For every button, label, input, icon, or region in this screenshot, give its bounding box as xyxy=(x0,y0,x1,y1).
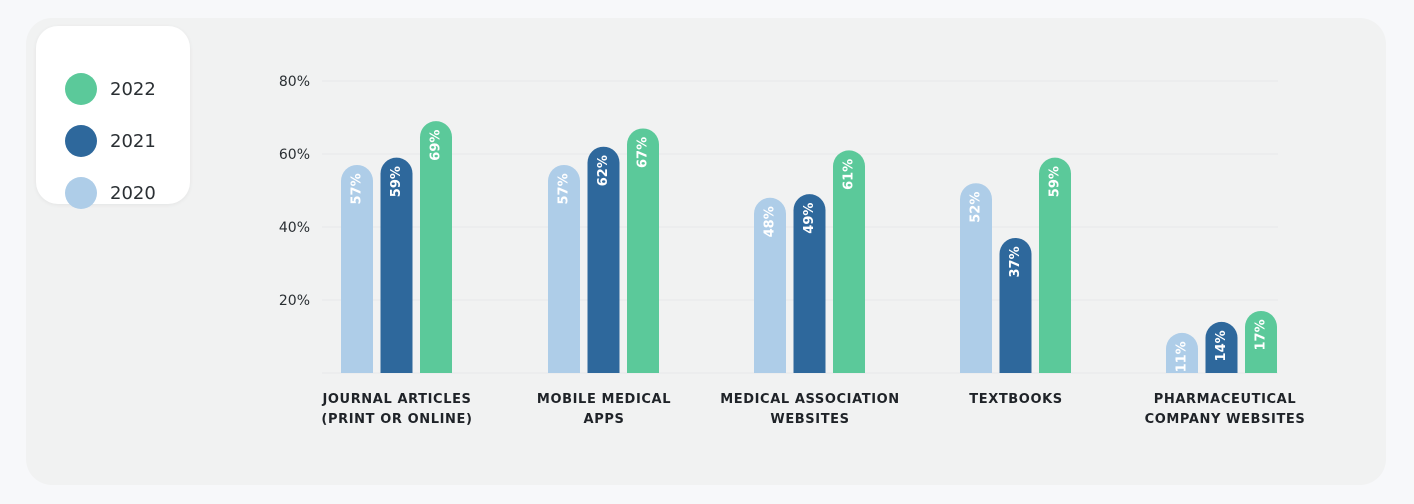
bar-value-label: 59% xyxy=(1048,166,1063,197)
category-label: MOBILE MEDICAL APPS xyxy=(536,392,672,427)
bar-2020 xyxy=(960,183,992,373)
legend-swatch-2020 xyxy=(65,177,97,209)
bar-2020 xyxy=(754,197,786,373)
bar-2021 xyxy=(793,194,826,373)
y-tick-label: 60% xyxy=(279,147,310,163)
legend-item-2022: 2022 xyxy=(65,73,185,105)
legend-label-2022: 2022 xyxy=(110,78,156,100)
bar-2022 xyxy=(1245,310,1277,373)
bar-value-label: 59% xyxy=(389,166,404,197)
bar-2021 xyxy=(999,237,1032,373)
bar-value-label: 67% xyxy=(636,137,651,168)
bar-2020 xyxy=(548,164,580,373)
legend: 2022 2021 2020 xyxy=(36,26,190,209)
bar-2022 xyxy=(420,121,452,373)
bar-value-label: 14% xyxy=(1214,330,1229,361)
bar-value-label: 37% xyxy=(1008,246,1023,277)
legend-label-2020: 2020 xyxy=(110,182,156,204)
y-tick-label: 40% xyxy=(279,220,310,236)
chart-card xyxy=(26,18,1386,485)
y-tick-label: 80% xyxy=(279,74,310,90)
legend-item-2020: 2020 xyxy=(65,177,185,209)
y-tick-label: 20% xyxy=(279,293,310,309)
bar-2020 xyxy=(1166,332,1198,373)
category-label: PHARMACEUTICAL COMPANY WEBSITES xyxy=(1144,392,1306,427)
bar-2021 xyxy=(1205,321,1238,373)
bar-value-label: 52% xyxy=(969,192,984,223)
category-label: TEXTBOOKS xyxy=(969,392,1063,407)
category-label: JOURNAL ARTICLES (PRINT OR ONLINE) xyxy=(321,392,473,427)
bar-value-label: 69% xyxy=(429,130,444,161)
bar-value-label: 61% xyxy=(842,159,857,190)
legend-swatch-2022 xyxy=(65,73,97,105)
bar-value-label: 57% xyxy=(557,173,572,204)
bar-value-label: 17% xyxy=(1254,319,1269,350)
legend-swatch-2021 xyxy=(65,125,97,157)
bar-2022 xyxy=(833,150,865,373)
bar-2022 xyxy=(1039,157,1071,373)
bar-2020 xyxy=(341,164,373,373)
bar-2021 xyxy=(587,146,620,373)
category-label: MEDICAL ASSOCIATION WEBSITES xyxy=(720,392,900,427)
bar-2021 xyxy=(380,157,413,373)
bar-value-label: 57% xyxy=(350,173,365,204)
bar-value-label: 49% xyxy=(802,203,817,234)
bar-value-label: 48% xyxy=(763,206,778,237)
bar-value-label: 11% xyxy=(1175,341,1190,372)
bar-value-label: 62% xyxy=(596,155,611,186)
legend-item-2021: 2021 xyxy=(65,125,185,157)
bar-2022 xyxy=(627,128,659,373)
legend-label-2021: 2021 xyxy=(110,130,156,152)
